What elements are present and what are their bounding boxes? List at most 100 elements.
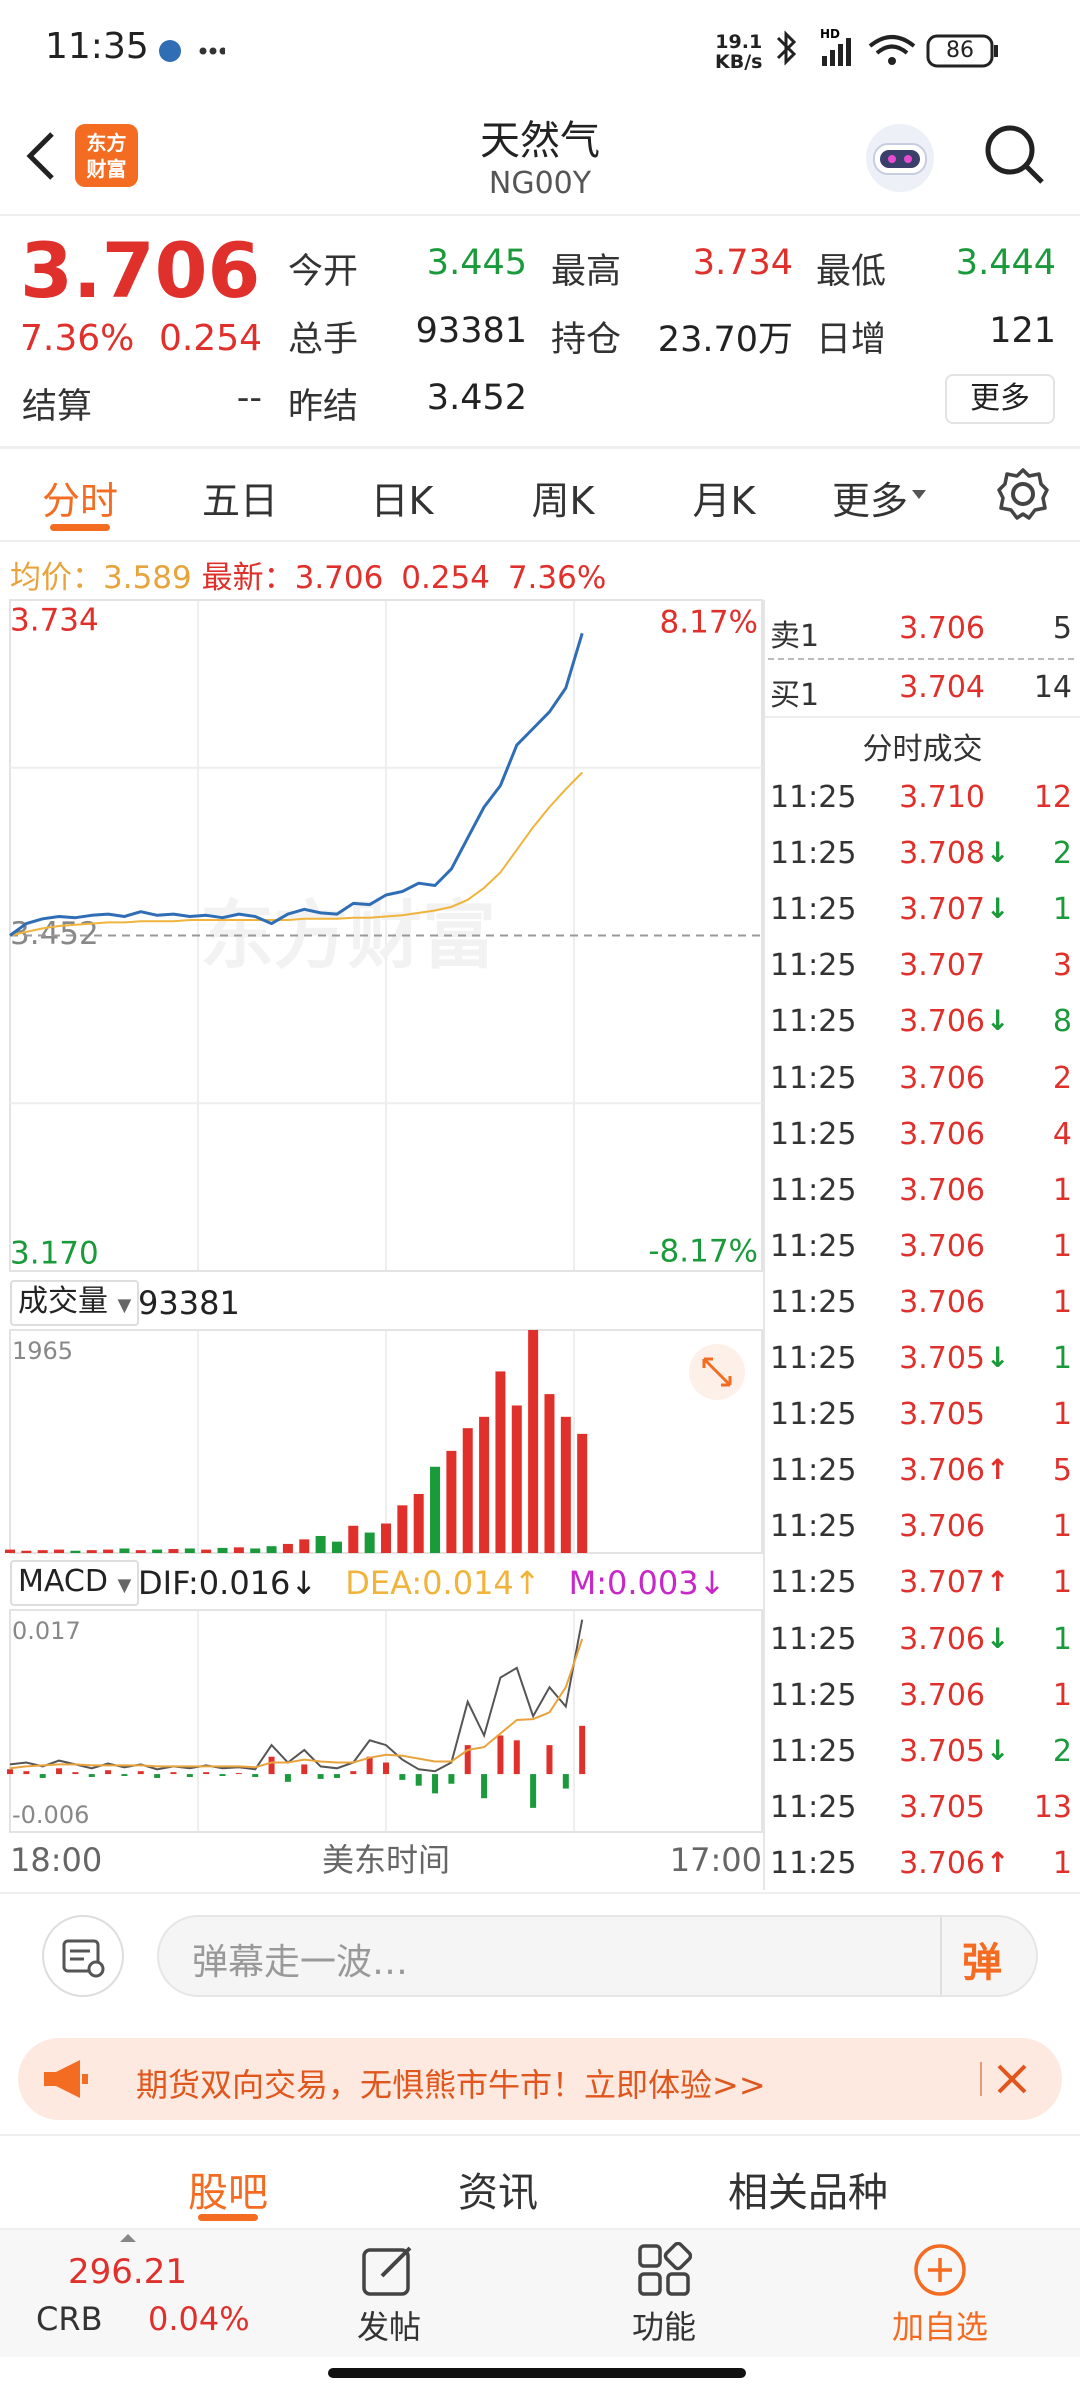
divider <box>768 658 1074 660</box>
nav-item[interactable]: 功能 <box>631 2308 696 2346</box>
macd-bar <box>301 1764 308 1775</box>
settle-label: 结算 <box>22 387 93 427</box>
promo-banner[interactable] <box>18 2038 1062 2120</box>
book-price: 3.706 <box>899 611 985 646</box>
tab-underline <box>50 524 110 531</box>
macd-bar <box>268 1756 275 1775</box>
y-tick-label: -0.006 <box>12 1801 89 1829</box>
volume-bar <box>250 1548 261 1553</box>
content-tab[interactable]: 资讯 <box>458 2170 538 2216</box>
divider <box>765 716 1080 718</box>
selector-text: MACD <box>18 1564 108 1599</box>
macd-selector[interactable]: MACD ▼ <box>10 1560 140 1606</box>
search-button[interactable] <box>980 120 1050 190</box>
summary-line: 均价：3.589 最新：3.706 0.254 7.36% <box>10 552 606 597</box>
field-label: 今开 <box>288 252 359 292</box>
macd-bar <box>366 1756 373 1775</box>
trade-direction: ↓ <box>986 836 1010 870</box>
pct-label: 8.17% <box>660 605 758 641</box>
last-change-pct: 7.36% <box>507 560 607 596</box>
volume-bar <box>331 1541 342 1553</box>
trade-price: 3.705 <box>899 1789 985 1825</box>
macd-bar <box>121 1774 128 1777</box>
trade-price: 3.706 <box>899 1116 985 1152</box>
trade-volume: 5 <box>1052 1453 1072 1489</box>
dif-line <box>9 1619 584 1773</box>
divider <box>940 1917 942 1995</box>
trade-time: 11:25 <box>770 1341 857 1376</box>
macd-bar <box>464 1745 471 1775</box>
macd-bar <box>579 1725 586 1775</box>
volume-bar <box>282 1543 293 1553</box>
trade-price: 3.708 <box>899 836 985 872</box>
volume-bar <box>495 1371 506 1553</box>
header-title: 天然气 <box>480 118 600 164</box>
book-price: 3.704 <box>899 670 985 705</box>
volume-bar <box>560 1416 571 1553</box>
megaphone-icon <box>44 2060 88 2098</box>
x-tick-label: 美东时间 <box>322 1841 450 1879</box>
nav-item[interactable]: 发帖 <box>356 2308 421 2346</box>
period-tab[interactable]: 周K <box>531 479 595 523</box>
add-watch-icon <box>914 2244 966 2296</box>
period-tab[interactable]: 月K <box>692 479 756 523</box>
period-tab[interactable]: 更多 <box>831 479 908 523</box>
trade-direction: ↓ <box>986 1341 1010 1374</box>
period-tab[interactable]: 五日 <box>201 479 278 523</box>
settings-button[interactable] <box>995 466 1051 522</box>
close-banner[interactable] <box>995 2062 1029 2096</box>
trade-price: 3.710 <box>899 780 985 815</box>
comment-settings[interactable] <box>40 1913 126 1999</box>
content-tab[interactable]: 股吧 <box>188 2170 268 2216</box>
volume-selector[interactable]: 成交量 ▼ <box>10 1280 140 1326</box>
macd-bar <box>72 1772 79 1775</box>
volume-bar <box>184 1548 195 1553</box>
volume-bar <box>430 1466 441 1553</box>
volume-bar <box>511 1405 522 1553</box>
macd-bar <box>105 1770 112 1775</box>
period-tab[interactable]: 日K <box>370 479 434 523</box>
trade-volume: 1 <box>1052 1284 1072 1320</box>
comment-input[interactable] <box>157 1915 1038 1997</box>
change: 0.254 <box>158 318 262 359</box>
book-label: 卖1 <box>770 619 820 654</box>
volume-bar <box>348 1525 359 1553</box>
trade-volume: 1 <box>1052 892 1072 928</box>
macd-bar <box>448 1774 455 1784</box>
status-icons-right: HD <box>776 28 998 68</box>
book-label: 买1 <box>770 678 820 713</box>
volume-bar <box>217 1547 228 1553</box>
volume-bar <box>168 1549 179 1553</box>
robot-avatar[interactable] <box>860 118 940 198</box>
last-value: 3.706 <box>294 560 384 596</box>
macd-bar <box>219 1774 226 1777</box>
macd-bar <box>203 1772 210 1775</box>
nav-item[interactable]: 加自选 <box>891 2308 988 2346</box>
last-price: 3.706 <box>20 226 261 315</box>
trades-title: 分时成交 <box>862 732 983 767</box>
banner-text: 期货双向交易，无惧熊市牛市！立即体验>> <box>136 2066 766 2104</box>
field-value: 3.444 <box>955 243 1056 283</box>
trade-price: 3.706 <box>899 1004 985 1040</box>
more-button[interactable]: 更多 <box>945 374 1055 424</box>
back-button[interactable] <box>18 128 64 184</box>
trade-time: 11:25 <box>770 948 857 984</box>
trade-price: 3.705 <box>899 1341 985 1376</box>
content-tab[interactable]: 相关品种 <box>728 2170 888 2216</box>
charts: 东方财富3.7343.4523.1708.17%-8.17%19650.017-… <box>5 599 763 1879</box>
header-code: NG00Y <box>488 166 592 201</box>
volume-bar <box>413 1493 424 1553</box>
volume-bar <box>446 1450 457 1553</box>
volume-bar <box>462 1428 473 1553</box>
post-icon <box>362 2246 412 2296</box>
legend-entry: DEA:0.014↑ <box>345 1564 541 1602</box>
period-tab[interactable]: 分时 <box>41 479 118 523</box>
send-button[interactable]: 弹 <box>962 1940 1002 1986</box>
divider <box>763 600 765 1890</box>
trade-volume: 1 <box>1052 1845 1072 1881</box>
field-value: 23.70万 <box>657 320 793 360</box>
dea-line <box>9 1638 584 1770</box>
trade-price: 3.706 <box>899 1621 985 1657</box>
battery-level: 86 <box>946 38 974 63</box>
trade-time: 11:25 <box>770 1677 857 1713</box>
